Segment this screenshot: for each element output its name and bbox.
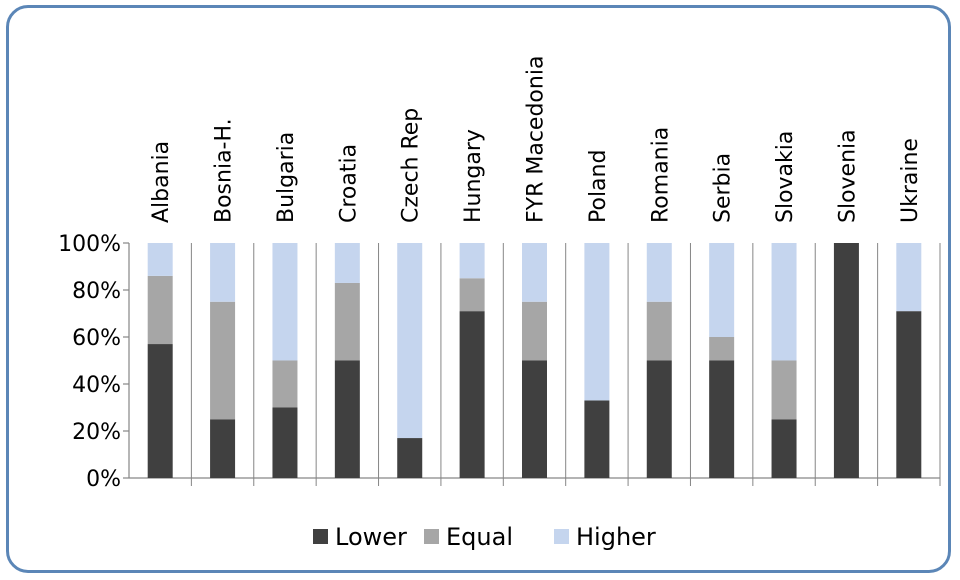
category-label: Romania	[648, 127, 673, 223]
bar-lower	[272, 407, 298, 478]
bar-equal	[210, 301, 236, 420]
category-label: Slovakia	[773, 131, 798, 223]
category-label: Croatia	[336, 144, 361, 223]
bar-higher	[210, 243, 236, 302]
y-tick-label: 60%	[72, 326, 121, 351]
bar-lower	[459, 311, 485, 478]
category-label: Czech Rep	[399, 108, 424, 223]
bar-higher	[771, 243, 797, 361]
bar-higher	[584, 243, 610, 401]
category-label: FYR Macedonia	[524, 56, 549, 223]
category-label: Serbia	[711, 153, 736, 223]
bar-equal	[459, 278, 485, 312]
category-label: Ukraine	[898, 138, 923, 223]
bar-lower	[584, 400, 610, 478]
legend-label: Equal	[446, 523, 513, 551]
bar-lower	[334, 360, 360, 478]
legend-swatch	[313, 529, 328, 544]
bar-lower	[147, 344, 173, 478]
bar-higher	[334, 243, 360, 283]
legend-label: Lower	[335, 523, 407, 551]
y-tick-label: 40%	[72, 373, 121, 398]
bar-lower	[896, 311, 922, 478]
bar-lower	[771, 419, 797, 478]
category-label: Bulgaria	[274, 132, 299, 223]
category-label: Slovenia	[835, 129, 860, 223]
legend-label: Higher	[576, 523, 656, 551]
bar-higher	[272, 243, 298, 361]
bar-higher	[147, 243, 173, 276]
bar-higher	[646, 243, 672, 302]
bar-higher	[397, 243, 423, 439]
legend-swatch	[424, 529, 439, 544]
bar-lower	[833, 243, 859, 478]
bar-lower	[646, 360, 672, 478]
y-tick-label: 100%	[58, 232, 121, 257]
bar-lower	[397, 438, 423, 478]
bar-equal	[334, 282, 360, 361]
y-tick-label: 20%	[72, 420, 121, 445]
bar-higher	[522, 243, 547, 302]
category-label: Poland	[586, 150, 611, 223]
category-label: Bosnia-H.	[212, 118, 237, 223]
bar-lower	[709, 360, 735, 478]
bar-equal	[522, 301, 547, 361]
bar-equal	[771, 360, 797, 420]
category-label: Hungary	[461, 129, 486, 223]
legend-swatch	[554, 529, 569, 544]
bar-equal	[147, 275, 173, 345]
bar-higher	[459, 243, 485, 279]
bar-lower	[210, 419, 236, 478]
bar-higher	[709, 243, 735, 337]
bar-equal	[272, 360, 298, 408]
y-tick-label: 0%	[86, 467, 121, 492]
bar-equal	[646, 301, 672, 361]
bar-equal	[709, 337, 735, 361]
category-label: Albania	[149, 141, 174, 223]
bar-lower	[522, 360, 547, 478]
y-tick-label: 80%	[72, 279, 121, 304]
bar-higher	[896, 243, 922, 312]
